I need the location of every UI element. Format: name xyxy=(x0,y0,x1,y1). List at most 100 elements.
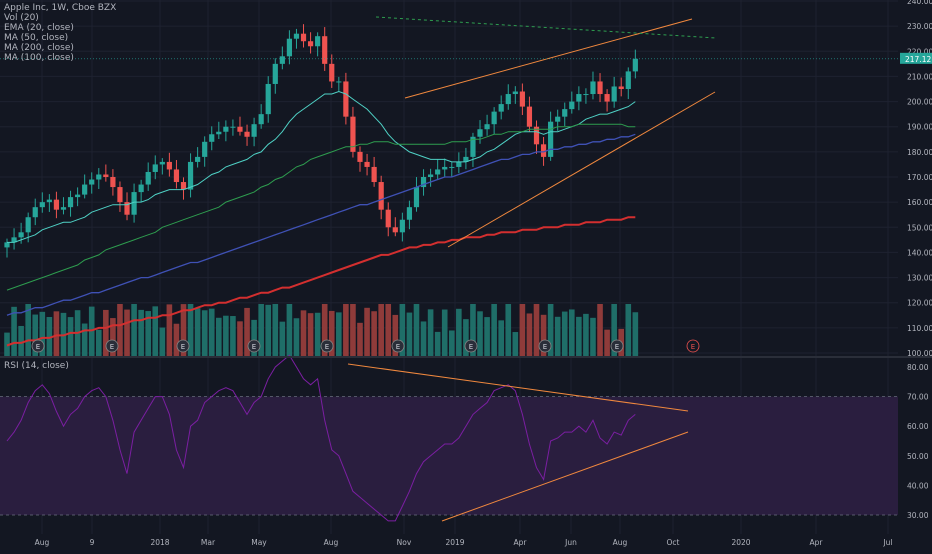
indicator-vol[interactable]: Vol (20) xyxy=(4,13,39,23)
indicator-ma200[interactable]: MA (200, close) xyxy=(4,43,74,53)
volume-bar xyxy=(173,323,180,356)
volume-bar xyxy=(463,319,469,356)
earnings-marker xyxy=(176,339,190,353)
candle-body xyxy=(180,182,187,190)
volume-bar xyxy=(590,317,596,356)
earnings-marker xyxy=(538,339,552,353)
earnings-label: E xyxy=(543,343,547,351)
volume-bar xyxy=(413,304,420,356)
candle-body xyxy=(562,109,568,117)
earnings-label: E xyxy=(325,343,329,351)
x-tick-label: 2019 xyxy=(445,538,464,547)
candle-body xyxy=(60,207,67,210)
candle-body xyxy=(89,179,95,185)
candle-body xyxy=(392,227,398,233)
price-tag-label: 217.12 xyxy=(905,55,931,64)
indicator-ma100[interactable]: MA (100, close) xyxy=(4,53,74,63)
candle-body xyxy=(420,177,427,188)
volume-bar xyxy=(561,311,568,356)
volume-bar xyxy=(526,313,533,356)
x-tick-label: Aug xyxy=(35,538,50,547)
rsi-line xyxy=(6,354,636,522)
rsi-legend: RSI (14, close) xyxy=(4,361,69,371)
y-tick-label: 220.00 xyxy=(907,47,932,56)
earnings-marker xyxy=(464,339,478,353)
volume-bar xyxy=(293,318,300,356)
volume-bar xyxy=(505,304,512,356)
volume-bar xyxy=(350,304,356,356)
volume-bar xyxy=(208,308,215,356)
volume-bar xyxy=(328,310,335,356)
volume-bar xyxy=(392,314,399,356)
candle-body xyxy=(279,56,285,64)
indicator-ema20[interactable]: EMA (20, close) xyxy=(4,23,74,33)
y-tick-label: 150.00 xyxy=(907,223,932,232)
ma-line xyxy=(6,123,636,291)
volume-bar xyxy=(569,309,575,356)
candle-body xyxy=(569,101,575,110)
y-tick-label: 100.00 xyxy=(907,349,932,358)
volume-bar xyxy=(25,304,31,356)
volume-bars xyxy=(4,304,639,356)
chart-legend: Apple Inc, 1W, Cboe BZX Vol (20) EMA (20… xyxy=(4,3,116,63)
candle-body xyxy=(590,81,596,95)
volume-bar xyxy=(611,304,617,356)
candle-body xyxy=(399,219,405,233)
volume-bar xyxy=(597,304,603,356)
x-tick-label: 2020 xyxy=(731,538,750,547)
volume-bar xyxy=(110,318,116,356)
volume-bar xyxy=(152,306,159,356)
volume-bar xyxy=(357,322,363,356)
candle-body xyxy=(272,63,278,84)
indicator-ma50[interactable]: MA (50, close) xyxy=(4,33,69,43)
volume-bar xyxy=(53,311,60,356)
volume-bar xyxy=(321,304,328,356)
earnings-label: E xyxy=(691,343,695,351)
x-tick-label: May xyxy=(251,538,267,547)
volume-bar xyxy=(399,304,406,356)
candle-body xyxy=(18,232,24,238)
candle-body xyxy=(428,174,434,177)
volume-bar xyxy=(216,317,222,356)
volume-bar xyxy=(272,304,279,356)
candle-body xyxy=(187,161,194,190)
earnings-marker xyxy=(391,339,405,353)
candle-body xyxy=(329,63,335,82)
candle-body xyxy=(152,164,158,172)
candle-body xyxy=(315,36,321,47)
volume-bar xyxy=(244,307,250,356)
y-tick-label: 240.00 xyxy=(907,0,932,6)
volume-bar xyxy=(427,309,434,356)
rsi-tick-label: 30.00 xyxy=(907,511,929,520)
candle-body xyxy=(166,161,172,170)
volume-bar xyxy=(533,304,540,356)
earnings-marker xyxy=(686,339,700,353)
earnings-label: E xyxy=(36,343,40,351)
candle-body xyxy=(505,94,511,105)
volume-bar xyxy=(124,309,130,356)
y-tick-label: 180.00 xyxy=(907,148,932,157)
candle-body xyxy=(307,41,314,47)
volume-bar xyxy=(103,309,109,356)
volume-bar xyxy=(187,304,194,356)
candle-body xyxy=(173,169,180,183)
y-tick-label: 230.00 xyxy=(907,22,932,31)
candle-body xyxy=(371,166,377,183)
candle-body xyxy=(117,187,123,203)
volume-bar xyxy=(378,304,384,356)
volume-bar xyxy=(343,304,349,356)
candle-body xyxy=(625,71,631,89)
earnings-label: E xyxy=(469,343,473,351)
candle-body xyxy=(632,58,638,72)
x-tick-label: Apr xyxy=(514,538,528,547)
earnings-label: E xyxy=(396,343,400,351)
volume-bar xyxy=(159,327,166,356)
earnings-label: E xyxy=(615,343,619,351)
candle-body xyxy=(611,86,617,102)
earnings-marker xyxy=(31,339,45,353)
rsi-label[interactable]: RSI (14, close) xyxy=(4,361,69,371)
earnings-marker xyxy=(247,339,261,353)
volume-bar xyxy=(420,321,427,356)
volume-bar xyxy=(11,306,17,356)
